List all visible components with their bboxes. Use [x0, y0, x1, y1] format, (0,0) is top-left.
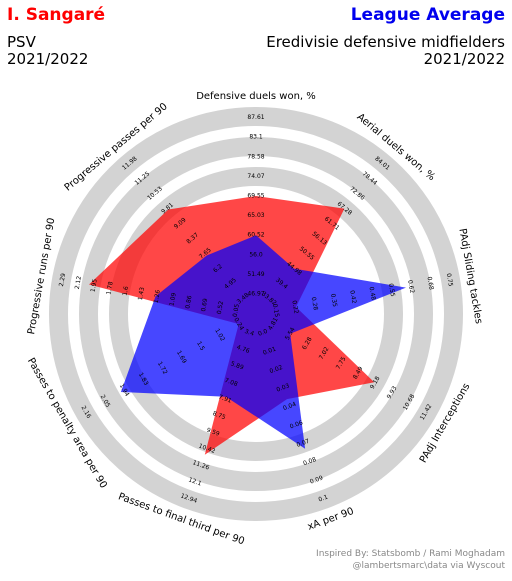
- league-description: Eredivisie defensive midfielders: [266, 33, 505, 51]
- radar-tick-label: 7.91: [218, 394, 233, 405]
- radar-tick-label: 60.52: [247, 232, 264, 239]
- radar-tick-label: 0.07: [296, 438, 311, 449]
- radar-tick-label: 51.49: [247, 271, 264, 278]
- radar-tick-label: 4.76: [236, 344, 251, 355]
- radar-tick-label: 69.55: [247, 193, 264, 200]
- radar-tick-label: 5.89: [230, 360, 245, 371]
- club-info: PSV 2021/2022: [7, 34, 88, 68]
- radar-tick-label: 12.1: [187, 476, 202, 487]
- club-name: PSV: [7, 33, 36, 51]
- radar-tick-label: 74.07: [247, 173, 264, 180]
- radar-tick-label: 0.28: [310, 297, 319, 312]
- radar-tick-label: 0.01: [262, 346, 277, 357]
- radar-tick-label: 0.02: [269, 364, 284, 375]
- radar-tick-label: 1.95: [90, 278, 99, 293]
- radar-tick-label: 0.69: [200, 298, 209, 313]
- radar-tick-label: 1.43: [137, 286, 146, 301]
- radar-tick-label: 0.06: [289, 419, 304, 430]
- league-season: 2021/2022: [423, 50, 505, 68]
- radar-ring: [79, 137, 433, 491]
- radar-tick-label: 83.1: [249, 134, 263, 141]
- radar-rings: [49, 107, 463, 521]
- radar-tick-label: 1.09: [168, 292, 177, 307]
- radar-tick-label: 6.2: [212, 263, 224, 275]
- radar-ring: [49, 107, 463, 521]
- credits: Inspired By: Statsbomb / Rami Moghadam @…: [316, 548, 505, 572]
- radar-polygons: [89, 196, 407, 455]
- radar-tick-label: 0.09: [309, 474, 324, 485]
- radar-tick-label: 1.5: [195, 340, 206, 352]
- radar-tick-label: 0.04: [282, 401, 297, 412]
- radar-tick-label: 0.03: [276, 382, 291, 393]
- player-name: I. Sangaré: [7, 5, 106, 25]
- radar-tick-label: 0.08: [302, 456, 317, 467]
- league-info: Eredivisie defensive midfielders 2021/20…: [266, 34, 505, 68]
- credit-line-1: Inspired By: Statsbomb / Rami Moghadam: [316, 549, 505, 559]
- radar-tick-label: 0.75: [445, 273, 454, 288]
- radar-tick-label: 0.86: [184, 295, 193, 310]
- radar-tick-label: 8.75: [212, 410, 227, 421]
- radar-tick-label: 0.0: [257, 328, 269, 338]
- radar-tick-label: 0.68: [425, 276, 434, 291]
- radar-ring: [109, 167, 403, 461]
- radar-tick-label: 0.42: [348, 290, 357, 305]
- radar-tick-label: 56.0: [249, 251, 263, 258]
- radar-tick-label: 2.29: [58, 273, 67, 288]
- league-average-label: League Average: [350, 5, 505, 25]
- radar-tick-label: 0.62: [406, 280, 415, 295]
- radar-tick-label: 87.61: [247, 114, 264, 121]
- league-radar-area: [120, 235, 407, 449]
- radar-tick-label: 1.78: [105, 281, 114, 296]
- radar-tick-label: 0.1: [318, 494, 330, 504]
- credit-line-2: @lambertsmarc\data via Wyscout: [352, 561, 506, 571]
- radar-tick-label: 3.4: [244, 328, 256, 338]
- radar-tick-label: 0.52: [216, 300, 225, 315]
- radar-tick-label: 2.12: [74, 275, 83, 290]
- radar-tick-label: 0.22: [290, 300, 299, 315]
- radar-parameter-label: Defensive duels won, %: [196, 91, 316, 102]
- radar-tick-label: 9.59: [206, 427, 221, 438]
- radar-tick-label: 78.58: [247, 153, 264, 160]
- radar-tick-label: 46.97: [247, 291, 264, 298]
- radar-tick-label: 0.55: [387, 283, 396, 298]
- radar-tick-label: 0.35: [329, 293, 338, 308]
- player-radar-area: [89, 196, 375, 455]
- radar-tick-label: 0.05: [232, 303, 241, 318]
- radar-tick-label: 65.03: [247, 212, 264, 219]
- player-season: 2021/2022: [7, 50, 89, 68]
- radar-tick-label: 1.6: [122, 286, 131, 297]
- radar-tick-label: 0.15: [271, 303, 280, 318]
- radar-tick-label: 7.08: [224, 377, 239, 388]
- radar-tick-label: 1.26: [153, 289, 162, 304]
- radar-tick-label: 0.48: [368, 286, 377, 301]
